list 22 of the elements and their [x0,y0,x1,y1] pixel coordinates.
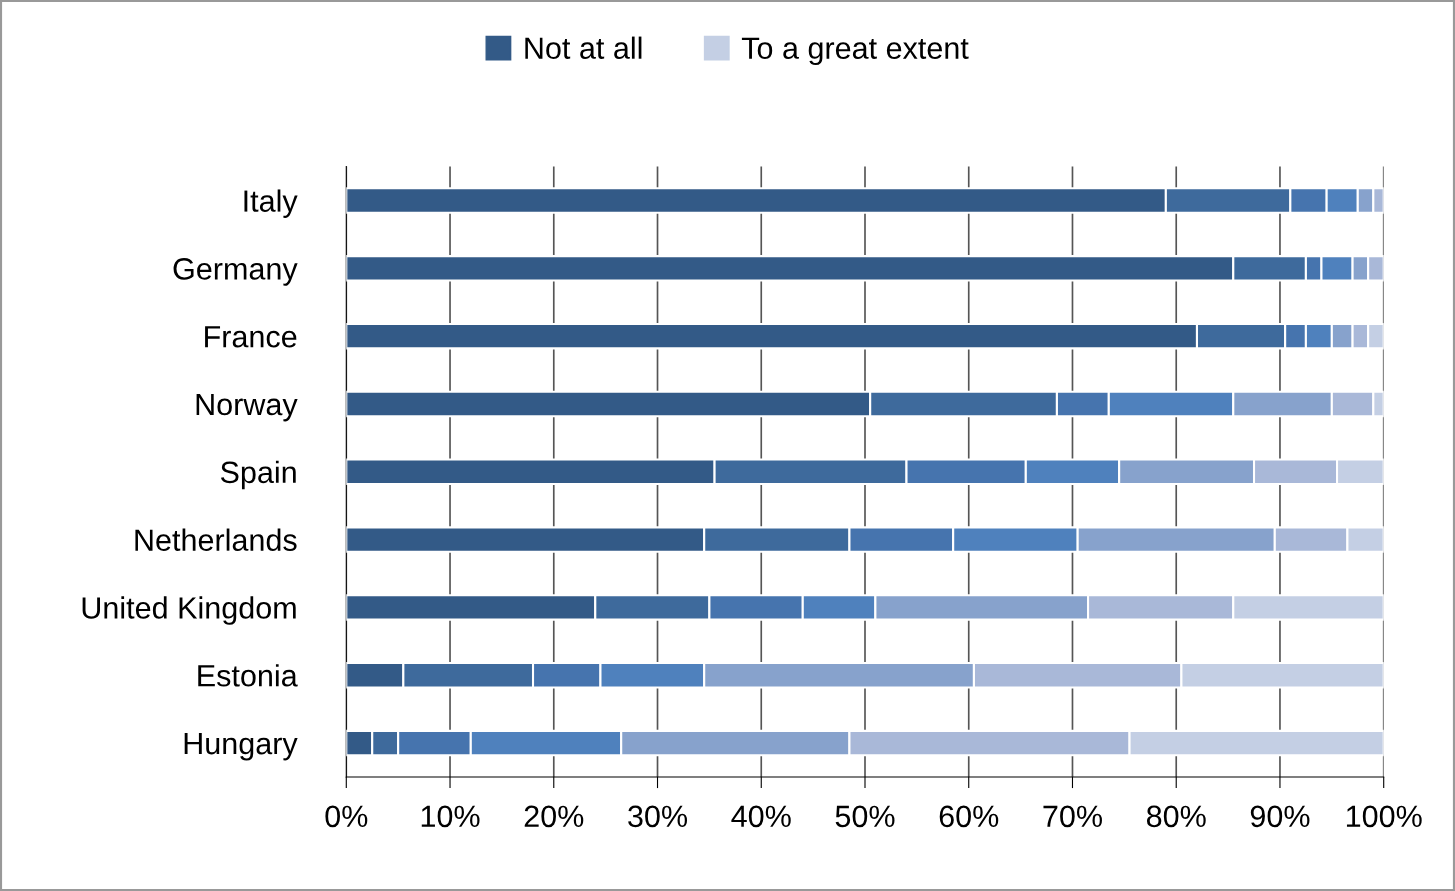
x-tick-label: 90% [1250,805,1310,828]
x-tick-label: 80% [1146,805,1206,828]
y-tick-label: Germany [173,258,298,286]
x-tick-label: 50% [835,805,895,828]
y-tick-label: Netherlands [135,528,297,551]
x-tick-label: 20% [524,805,584,828]
x-tick-label: 100% [1346,805,1422,828]
legend-label: To a great extent [741,37,969,66]
x-tick-label: 0% [325,805,368,828]
y-tick-label: France [205,326,297,348]
x-tick-label: 30% [628,805,688,828]
legend-label: Not at all [525,36,642,60]
x-tick-label: 10% [421,805,480,828]
y-tick-label: Italy [244,189,298,218]
x-tick-label: 60% [939,805,999,828]
x-tick-label: 40% [731,805,791,828]
y-tick-label: Norway [196,394,298,422]
y-tick-label: United Kingdom [82,596,296,625]
x-tick-label: 70% [1043,805,1102,828]
y-tick-label: Hungary [184,733,298,761]
y-tick-label: Spain [220,460,296,490]
y-tick-label: Estonia [198,664,298,687]
